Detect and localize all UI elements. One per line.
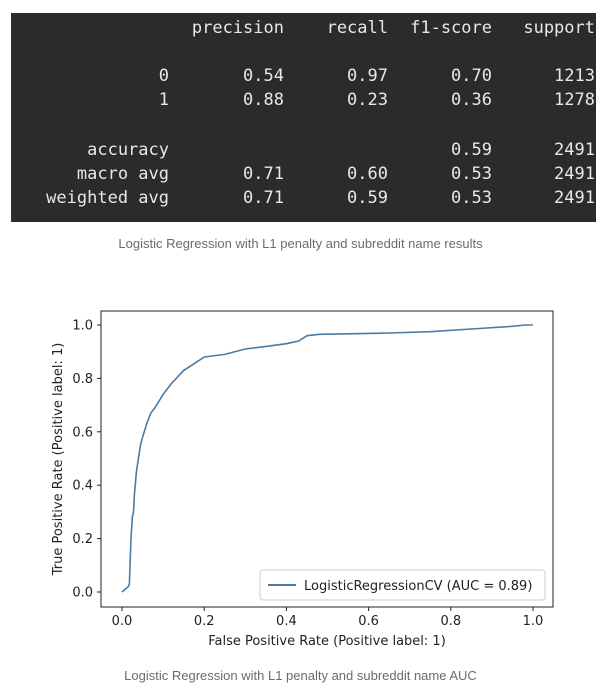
cell-support: 1213 [554, 66, 595, 86]
roc-chart: 0.0 0.2 0.4 0.6 0.8 1.0 0.0 0.2 0.4 0.6 0.8 1.0 Fa… [51, 310, 554, 649]
x-axis-ticks: 0.0 0.2 0.4 0.6 0.8 1.0 [112, 607, 544, 629]
cell-support: 2491 [554, 188, 595, 208]
x-tick-label: 0.4 [276, 614, 297, 629]
x-axis-label: False Positive Rate (Positive label: 1) [208, 634, 446, 649]
row-label: 1 [158, 90, 169, 110]
header-f1-score: f1-score [410, 18, 492, 38]
cell-support: 1278 [554, 90, 595, 110]
cell-recall: 0.60 [347, 164, 388, 184]
cell-f1-score: 0.36 [451, 90, 492, 110]
x-tick-label: 0.6 [358, 614, 379, 629]
row-label: weighted avg [46, 188, 169, 208]
table-caption: Logistic Regression with L1 penalty and … [118, 236, 483, 251]
row-label: macro avg [76, 164, 169, 184]
y-tick-label: 0.6 [72, 425, 93, 440]
header-recall: recall [326, 18, 388, 38]
cell-f1-score: 0.53 [451, 164, 492, 184]
x-tick-label: 1.0 [523, 614, 544, 629]
cell-recall: 0.97 [347, 66, 388, 86]
header-precision: precision [191, 18, 284, 38]
header-support: support [523, 18, 595, 38]
x-tick-label: 0.0 [112, 614, 133, 629]
y-tick-label: 0.8 [72, 372, 93, 387]
cell-support: 2491 [554, 140, 595, 160]
cell-f1-score: 0.59 [451, 140, 492, 160]
x-tick-label: 0.2 [194, 614, 215, 629]
y-tick-label: 0.0 [72, 586, 93, 601]
cell-precision: 0.71 [243, 164, 284, 184]
x-tick-label: 0.8 [440, 614, 461, 629]
roc-curve-line [121, 324, 533, 593]
legend: LogisticRegressionCV (AUC = 0.89) [259, 569, 546, 601]
y-tick-label: 0.2 [72, 532, 93, 547]
cell-precision: 0.54 [243, 66, 284, 86]
cell-f1-score: 0.53 [451, 188, 492, 208]
cell-recall: 0.23 [347, 90, 388, 110]
row-label: accuracy [87, 140, 169, 160]
classification-report: precision recall f1-score support 0 0.54… [11, 13, 596, 222]
chart-caption: Logistic Regression with L1 penalty and … [124, 668, 477, 683]
cell-precision: 0.71 [243, 188, 284, 208]
y-axis-ticks: 0.0 0.2 0.4 0.6 0.8 1.0 [72, 319, 101, 601]
cell-f1-score: 0.70 [451, 66, 492, 86]
cell-support: 2491 [554, 164, 595, 184]
plot-frame [100, 310, 554, 608]
cell-precision: 0.88 [243, 90, 284, 110]
y-tick-label: 1.0 [72, 319, 93, 334]
y-axis-label: True Positive Rate (Positive label: 1) [51, 343, 66, 577]
y-tick-label: 0.4 [72, 479, 93, 494]
cell-recall: 0.59 [347, 188, 388, 208]
row-label: 0 [158, 66, 169, 86]
legend-box [259, 569, 546, 601]
legend-label: LogisticRegressionCV (AUC = 0.89) [304, 579, 532, 594]
